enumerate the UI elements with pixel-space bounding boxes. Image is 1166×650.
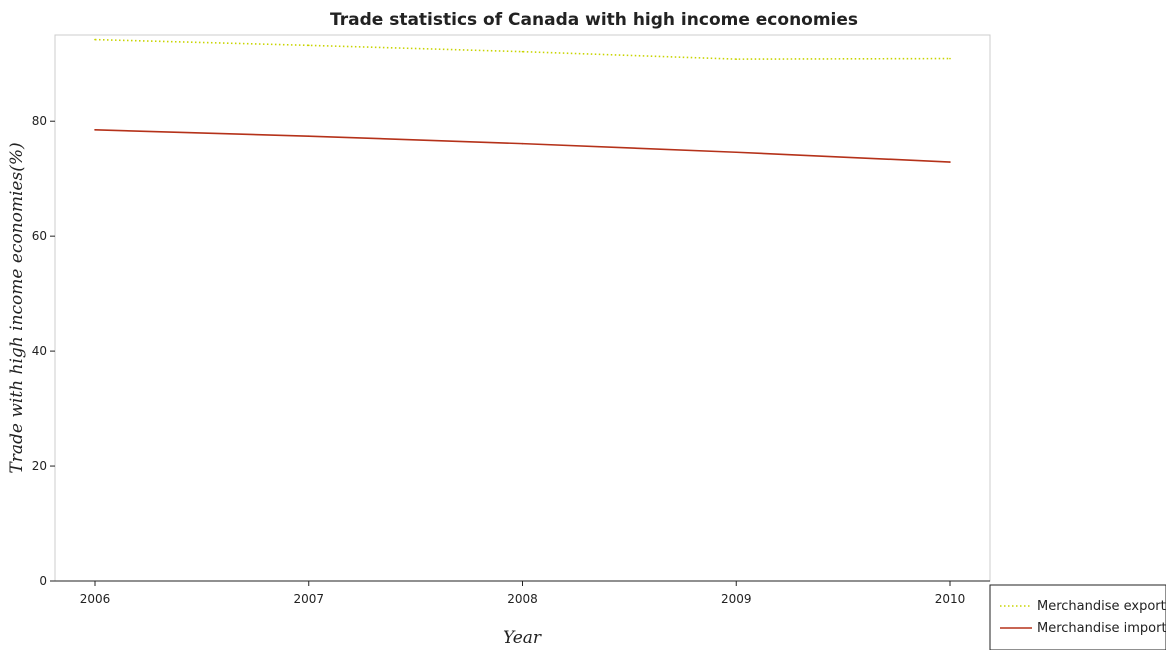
data-point	[521, 142, 524, 145]
x-tick-label: 2006	[80, 592, 111, 606]
plot-area	[54, 34, 991, 582]
x-tick-label: 2010	[935, 592, 966, 606]
y-axis-label: Trade with high income economies(%)	[7, 142, 27, 473]
data-point	[949, 57, 951, 60]
y-tick-label: 0	[39, 574, 47, 588]
data-point	[735, 58, 738, 60]
legend: Merchandise exports Merchandise imports	[989, 584, 1166, 650]
legend-entry: Merchandise imports	[1037, 621, 1166, 636]
x-axis: 2006 2007 2008 2009 2010	[80, 581, 966, 606]
data-point	[94, 129, 96, 131]
y-tick-label: 80	[32, 114, 47, 128]
series-layer	[94, 38, 951, 163]
series-line-exports	[94, 38, 951, 60]
data-point	[307, 135, 310, 137]
series-line-imports	[94, 129, 951, 163]
data-point	[94, 38, 96, 41]
x-axis-label: Year	[503, 628, 542, 648]
data-point	[521, 50, 524, 53]
data-point	[735, 151, 738, 154]
x-tick-label: 2007	[293, 592, 324, 606]
data-point	[949, 161, 951, 163]
y-tick-label: 60	[32, 229, 47, 243]
y-tick-label: 40	[32, 344, 47, 358]
x-tick-label: 2008	[507, 592, 538, 606]
legend-entry: Merchandise exports	[1037, 599, 1166, 614]
data-point	[307, 44, 310, 47]
x-tick-label: 2009	[721, 592, 752, 606]
y-axis: 0 20 40 60 80	[32, 114, 55, 588]
legend-box	[989, 584, 1166, 650]
chart-title: Trade statistics of Canada with high inc…	[330, 10, 858, 30]
y-tick-label: 20	[32, 459, 47, 473]
